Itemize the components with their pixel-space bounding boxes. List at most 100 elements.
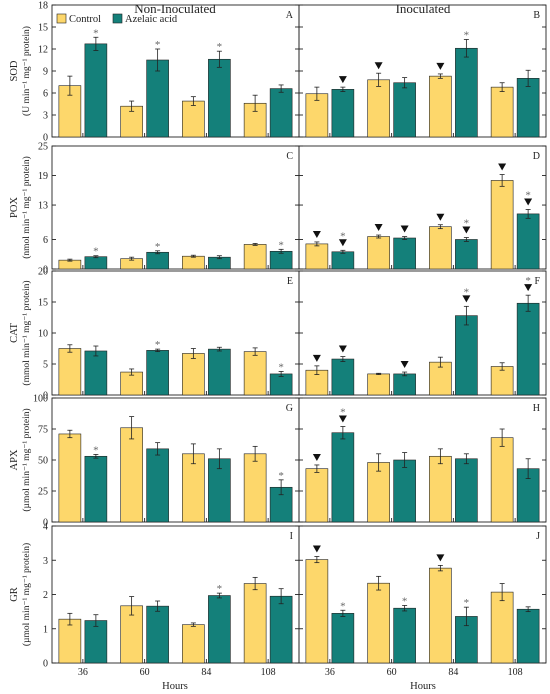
y-tick-label: 100 [33,394,48,405]
bar-azelaic [516,78,540,138]
x-tick-label: 108 [508,667,523,678]
bar-azelaic [269,88,293,138]
significance-asterisk: * [155,241,161,253]
y-axis-title-apx: APX [9,449,20,470]
bar-control [429,75,452,138]
bar-azelaic [269,250,293,270]
panel-c: 0 6 13 19 25 C * * * [38,142,300,276]
column-title-right: Inoculated [396,1,451,16]
y-tick-label: 15 [38,298,48,309]
bar-control [367,582,390,664]
significance-triangle [312,453,321,461]
significance-triangle [338,345,347,353]
y-axis-unit-cat: (mmol min⁻¹ mg⁻¹ protein) [21,280,32,385]
significance-triangle [462,295,471,303]
bar-azelaic [455,315,478,396]
panel-j: J 36 * 60 * 84 * 108 [298,525,547,678]
legend-swatch-control [56,13,67,24]
bar-azelaic [516,608,540,664]
y-tick-label: 3 [43,556,48,567]
bar-azelaic [331,251,355,270]
bar-azelaic [84,620,108,664]
x-tick-label: 84 [448,667,458,678]
bar-control [58,433,82,523]
bar-control [367,79,390,138]
y-tick-label: 0 [43,265,48,276]
bar-control [243,583,267,664]
bar-control [182,353,205,396]
x-axis-title-left: Hours [162,681,188,692]
bar-azelaic [84,43,108,138]
significance-asterisk: * [464,597,470,609]
significance-asterisk: * [217,41,223,53]
bar-control [429,567,452,664]
bar-azelaic [331,89,355,138]
bar-control [429,226,452,270]
panel-h: H* [298,397,547,523]
panel-letter: J [536,531,540,542]
bar-control [367,236,390,270]
panel-letter: H [533,403,540,414]
significance-triangle [436,554,445,562]
significance-asterisk: * [278,470,284,482]
panel-letter: B [533,10,540,21]
bar-azelaic [146,605,169,664]
panel-d: D * * * [298,145,547,270]
x-tick-label: 60 [387,667,397,678]
y-tick-label: 6 [43,235,48,246]
bar-control [182,255,205,270]
bar-control [120,427,143,523]
y-tick-label: 6 [43,89,48,100]
bar-azelaic [146,251,169,270]
bar-control [305,559,329,664]
panel-frame [298,145,547,270]
significance-triangle [338,76,347,84]
bar-azelaic [208,58,231,138]
significance-asterisk: * [464,218,470,230]
y-tick-label: 0 [43,391,48,402]
panel-letter: A [286,10,294,21]
bar-control [490,591,514,664]
significance-asterisk: * [155,39,161,51]
significance-asterisk: * [217,583,223,595]
panel-b: B* [298,4,547,138]
panel-letter: F [534,276,540,287]
bar-azelaic [516,213,540,270]
bar-azelaic [146,448,169,523]
significance-asterisk: * [340,407,346,419]
bar-control [243,453,267,523]
y-tick-label: 1 [43,624,48,635]
panel-a: 0 3 6 9 12 15 18 A * * * [38,1,300,144]
bar-control [305,243,329,270]
significance-triangle [400,225,409,233]
bar-azelaic [393,237,416,270]
y-tick-label: 13 [38,201,48,212]
bar-control [58,618,82,664]
y-tick-label: 0 [43,659,48,670]
panel-i: 0 1 2 3 4 I 36 60 84 * 108 [43,522,300,678]
significance-triangle [436,213,445,221]
bar-control [429,455,452,523]
y-tick-label: 15 [38,23,48,34]
significance-asterisk: * [93,27,99,39]
significance-asterisk: * [464,29,470,41]
bar-azelaic [146,59,169,138]
y-axis-unit-apx: (µmol min⁻¹ mg⁻¹ protein) [21,408,32,511]
panel-letter: G [286,403,293,414]
y-tick-label: 19 [38,171,48,182]
y-axis-unit-gr: (µmol min⁻¹ mg⁻¹ protein) [21,543,32,646]
bar-azelaic [146,350,169,396]
bar-azelaic [516,302,540,396]
significance-asterisk: * [155,339,161,351]
y-axis-title-sod: SOD [9,60,20,81]
bar-azelaic [393,82,416,138]
legend-label-control: Control [69,14,101,25]
significance-triangle [312,354,321,362]
legend-swatch-azelaic [112,13,123,24]
y-tick-label: 2 [43,590,48,601]
bar-azelaic [455,239,478,270]
bar-azelaic [269,373,293,396]
y-tick-label: 0 [43,133,48,144]
y-tick-label: 18 [38,1,48,12]
